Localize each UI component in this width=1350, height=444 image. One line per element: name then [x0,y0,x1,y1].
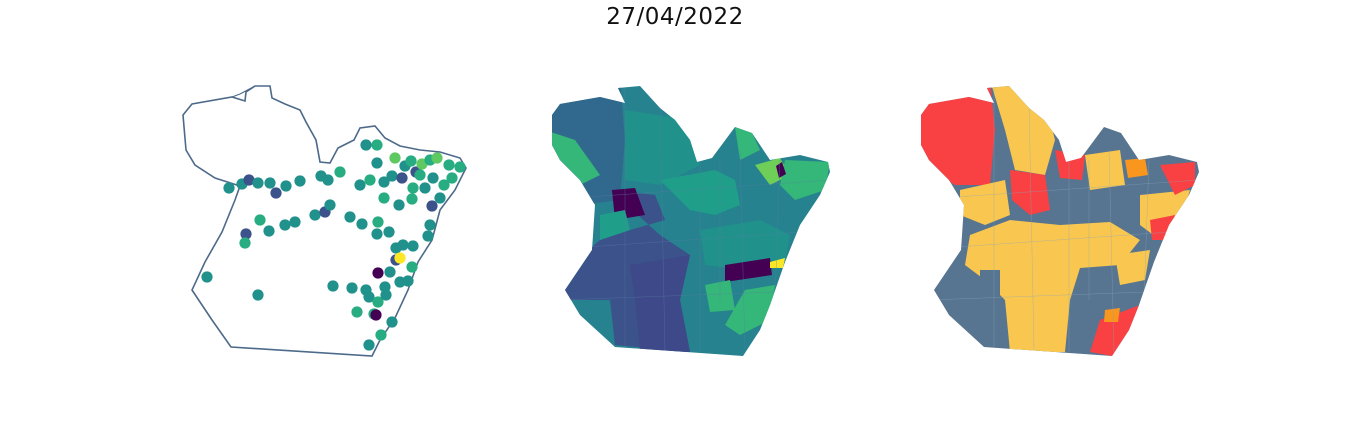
station-marker [354,179,366,191]
station-marker [389,152,401,164]
map-panel-points [182,85,467,357]
figure-title: 27/04/2022 [606,4,744,30]
station-marker [280,180,292,192]
station-marker [414,169,426,181]
station-marker [424,219,436,231]
station-marker [356,218,368,230]
station-marker [324,199,336,211]
station-marker [270,187,282,199]
station-marker [289,216,301,228]
station-marker [405,155,417,167]
station-marker [393,199,405,211]
station-marker [351,306,363,318]
station-marker [419,182,431,194]
station-marker [407,240,419,252]
station-marker [407,182,419,194]
station-marker [371,139,383,151]
station-marker [397,239,409,251]
map-panel-choropleth-categorical [921,86,1199,356]
station-marker [396,172,408,184]
station-marker [360,139,372,151]
station-marker [201,271,213,283]
station-marker [378,192,390,204]
station-marker [363,339,375,351]
station-marker [443,159,455,171]
station-marker [294,175,306,187]
station-marker [372,267,384,279]
station-marker [446,172,458,184]
inner-boundary [231,85,321,163]
station-marker [322,174,334,186]
station-marker [279,219,291,231]
station-marker [431,152,443,164]
station-marker [386,316,398,328]
station-marker [434,192,446,204]
station-marker [427,172,439,184]
station-marker [380,289,392,301]
station-marker [370,309,382,321]
station-marker [240,228,252,240]
station-marker [383,226,395,238]
station-marker [406,261,418,273]
station-marker [364,174,376,186]
station-marker [252,177,264,189]
station-marker [264,177,276,189]
station-marker [309,209,321,221]
station-marker [402,275,414,287]
station-marker [454,161,466,173]
station-marker [243,174,255,186]
station-marker [426,200,438,212]
station-marker [438,179,450,191]
station-marker [375,329,387,341]
station-marker [378,176,390,188]
station-marker [223,182,235,194]
station-marker [384,266,396,278]
map-panel-choropleth-viridis [552,86,830,356]
station-marker [394,252,406,264]
station-marker [363,291,375,303]
station-marker [327,280,339,292]
station-marker [422,230,434,242]
station-marker [406,193,418,205]
station-marker [334,166,346,178]
station-marker [254,214,266,226]
station-marker [252,289,264,301]
station-marker [371,157,383,169]
station-marker [372,296,384,308]
station-marker [386,170,398,182]
station-markers [201,139,466,351]
station-marker [371,228,383,240]
station-marker [344,211,356,223]
station-marker [239,237,251,249]
state-outline [182,85,467,357]
station-marker [263,225,275,237]
station-marker [372,216,384,228]
station-marker [346,282,358,294]
